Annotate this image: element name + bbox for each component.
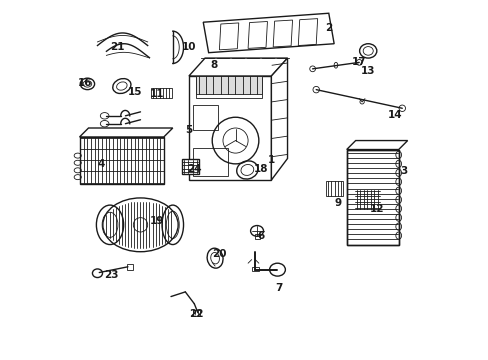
Text: 18: 18 [253, 164, 267, 174]
Text: 7: 7 [274, 283, 282, 293]
Bar [196, 76, 262, 94]
Text: 13: 13 [360, 66, 375, 76]
Text: 11: 11 [149, 89, 163, 99]
Bar [80, 137, 163, 184]
Text: 5: 5 [185, 125, 192, 135]
Bar [196, 78, 262, 98]
Text: 20: 20 [212, 248, 226, 258]
Bar [254, 234, 260, 239]
Text: 16: 16 [78, 78, 92, 88]
Polygon shape [188, 58, 287, 76]
Text: 23: 23 [104, 270, 119, 280]
Text: 10: 10 [182, 42, 196, 52]
Text: 24: 24 [186, 164, 201, 174]
Bar [151, 88, 172, 98]
Bar [346, 149, 398, 244]
Polygon shape [80, 128, 172, 137]
Bar [251, 267, 258, 271]
Bar [192, 105, 217, 130]
Text: 9: 9 [333, 198, 341, 208]
Text: 12: 12 [369, 204, 384, 214]
Text: 15: 15 [128, 87, 142, 97]
Text: 8: 8 [210, 60, 217, 70]
Polygon shape [346, 140, 407, 149]
Polygon shape [271, 58, 287, 180]
Bar [325, 181, 343, 196]
Text: 22: 22 [188, 310, 203, 319]
Bar [126, 264, 133, 270]
Bar [188, 76, 271, 180]
Text: 19: 19 [149, 216, 163, 226]
Text: 3: 3 [400, 166, 407, 176]
Text: 6: 6 [257, 231, 264, 240]
Text: 21: 21 [110, 42, 124, 52]
Text: 2: 2 [325, 23, 332, 33]
Bar [354, 190, 379, 210]
Text: 1: 1 [267, 155, 274, 165]
Text: 14: 14 [387, 111, 402, 121]
Text: 17: 17 [351, 57, 366, 67]
Text: 4: 4 [97, 159, 104, 169]
Bar [182, 159, 199, 174]
Bar [346, 149, 398, 244]
Bar [192, 310, 200, 316]
Bar [192, 148, 228, 176]
